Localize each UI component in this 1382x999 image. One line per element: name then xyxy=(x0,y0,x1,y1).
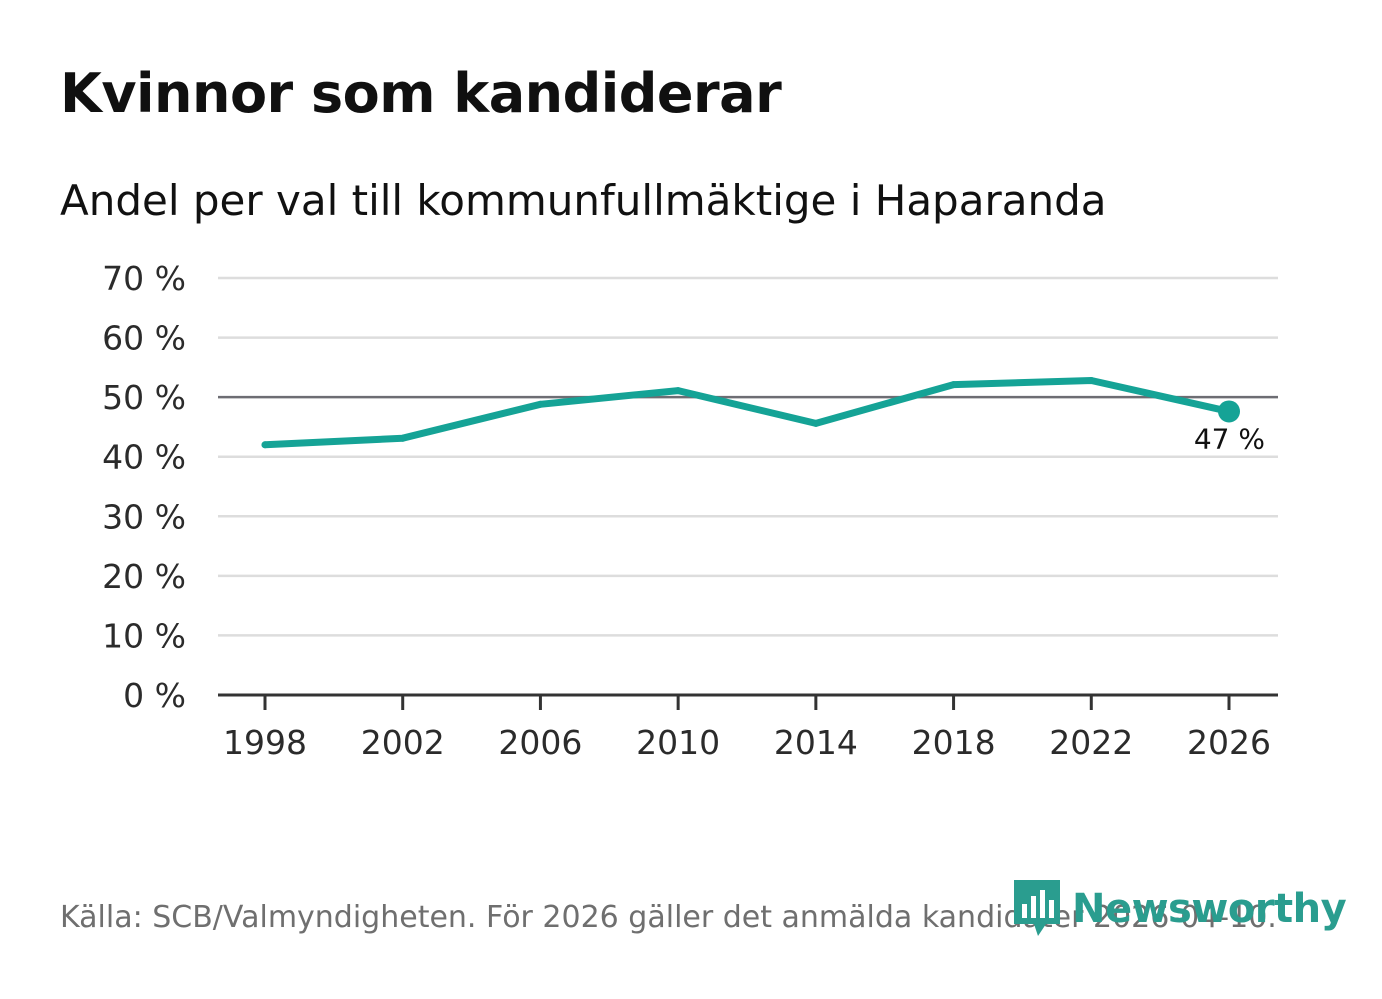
brand-name: Newsworthy xyxy=(1072,886,1347,932)
gridlines xyxy=(218,276,1278,637)
data-point xyxy=(674,387,682,395)
source-note: Källa: SCB/Valmyndigheten. För 2026 gäll… xyxy=(60,900,1277,935)
x-tick-label: 2002 xyxy=(361,723,445,762)
y-tick-label: 30 % xyxy=(102,497,186,536)
chart-title: Kvinnor som kandiderar xyxy=(60,62,782,125)
y-tick-label: 20 % xyxy=(102,557,186,596)
data-point xyxy=(399,434,407,442)
y-tick-label: 0 % xyxy=(123,676,186,715)
data-point xyxy=(950,381,958,389)
data-point xyxy=(536,400,544,408)
newsworthy-icon xyxy=(1014,880,1060,936)
series-line xyxy=(261,377,1233,449)
x-tick-label: 2006 xyxy=(498,723,582,762)
y-axis-labels: 0 % 10 % 20 % 30 % 40 % 50 % 60 % 70 % xyxy=(102,259,186,715)
x-tick-label: 2010 xyxy=(636,723,720,762)
y-tick-label: 50 % xyxy=(102,378,186,417)
data-points xyxy=(261,376,1240,449)
last-data-point xyxy=(1218,400,1240,423)
x-tick-label: 2022 xyxy=(1049,723,1133,762)
data-point xyxy=(261,441,269,449)
newsworthy-logo: Newsworthy xyxy=(1012,878,1347,940)
y-tick-label: 60 % xyxy=(102,319,186,358)
x-tick-label: 2018 xyxy=(912,723,996,762)
x-tick-label: 2026 xyxy=(1187,723,1271,762)
data-point xyxy=(1087,376,1095,384)
chart-subtitle: Andel per val till kommunfullmäktige i H… xyxy=(60,176,1107,225)
x-tick-label: 1998 xyxy=(223,723,307,762)
data-point xyxy=(812,419,820,427)
x-axis-ticks xyxy=(263,695,1231,710)
y-tick-label: 70 % xyxy=(102,259,186,298)
last-value-label: 47 % xyxy=(1194,422,1265,455)
y-tick-label: 10 % xyxy=(102,616,186,655)
x-tick-label: 2014 xyxy=(774,723,858,762)
x-axis-labels: 1998 2002 2006 2010 2014 2018 2022 2026 xyxy=(223,723,1271,762)
y-tick-label: 40 % xyxy=(102,438,186,477)
